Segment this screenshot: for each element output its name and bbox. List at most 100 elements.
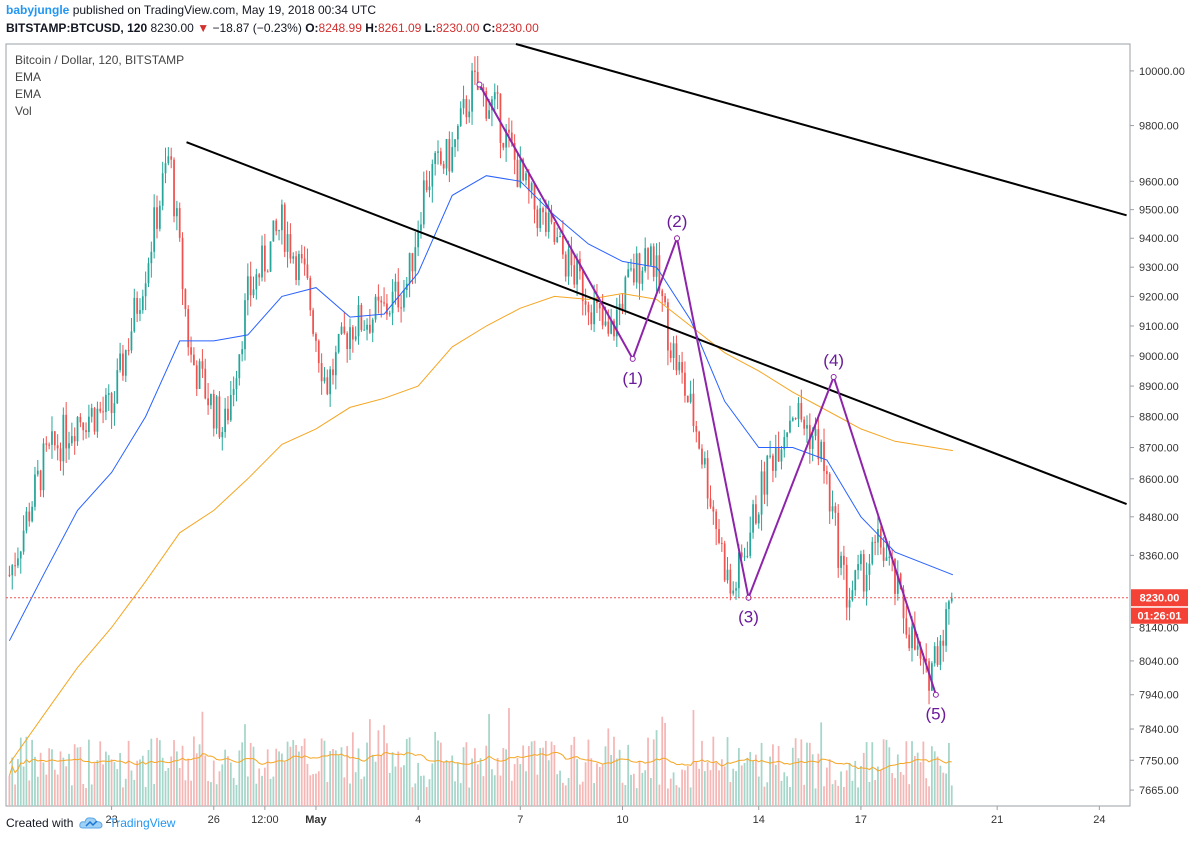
volume-bar (905, 741, 908, 806)
time-tick-label: 23 (105, 814, 117, 826)
volume-bar (178, 768, 181, 806)
candle (235, 370, 238, 402)
wave-point[interactable] (830, 373, 837, 380)
volume-bar (425, 787, 428, 806)
legend-ema-fast[interactable]: EMA (15, 70, 42, 84)
candle (692, 378, 695, 433)
volume-bar (110, 759, 113, 806)
candle (369, 309, 371, 335)
volume-bar (133, 779, 136, 806)
candle (45, 436, 48, 452)
volume-bar (769, 756, 771, 806)
candle (669, 342, 672, 363)
trendline[interactable] (515, 43, 1127, 217)
wave-point[interactable] (932, 691, 939, 698)
tradingview-link[interactable]: TradingView (109, 816, 176, 830)
volume-bar (482, 776, 485, 806)
volume-bar (780, 780, 783, 806)
volume-bar (462, 747, 465, 806)
candle (178, 202, 181, 242)
candle (28, 502, 31, 527)
volume-bar (777, 745, 780, 806)
volume-bar (90, 784, 93, 806)
volume-bar (25, 736, 28, 806)
price-tick-label: 8360.00 (1139, 550, 1179, 562)
candle (879, 526, 882, 555)
volume-bar (130, 770, 133, 806)
candle (102, 396, 104, 424)
volume-bar (215, 784, 218, 806)
volume-bar (647, 737, 649, 806)
volume-bar (752, 760, 754, 806)
candle (664, 293, 666, 306)
legend-volume[interactable]: Vol (15, 104, 32, 118)
candle (39, 469, 42, 497)
candle (896, 560, 899, 601)
volume-bar (496, 757, 499, 806)
price-tag: 8230.00 01:26:01 (1131, 589, 1188, 624)
price-axis[interactable]: 10000.00 9800.00 9600.00 9500.00 9400.00 9300… (1130, 66, 1185, 797)
volume-bar (774, 764, 777, 806)
candle (783, 429, 786, 458)
wave-point[interactable] (673, 235, 680, 242)
volume-bar (56, 774, 59, 806)
candle (343, 311, 346, 335)
trendlines[interactable] (186, 43, 1127, 506)
volume-bar (888, 747, 891, 806)
volume-bar (786, 776, 789, 806)
candle (780, 445, 783, 470)
candle (278, 229, 280, 241)
volume-bar (942, 772, 945, 806)
wave-point[interactable] (629, 355, 636, 362)
volume-bar (576, 759, 578, 806)
candle (283, 202, 286, 258)
volume-bar (403, 765, 405, 806)
candle (800, 389, 803, 423)
volume-bar (158, 740, 161, 806)
volume-bar (190, 780, 192, 806)
volume-bar (249, 742, 252, 806)
volume-bar (346, 746, 349, 806)
elliott-wave[interactable]: (1) (2) (3) (4) (5) (476, 81, 946, 724)
candle (403, 279, 405, 312)
price-tick-label: 9300.00 (1139, 262, 1179, 274)
change-down-icon: ▼ (197, 21, 210, 35)
candle (723, 540, 726, 583)
candle (65, 402, 68, 463)
candle (258, 272, 261, 286)
wave-path[interactable] (478, 84, 937, 696)
volume-bar (800, 739, 803, 806)
volume-bar (652, 739, 655, 806)
time-axis[interactable]: 23 26 12:00 May 4 7 10 14 17 21 24 (105, 806, 1105, 826)
candle (136, 291, 139, 323)
candle (295, 251, 297, 286)
volume-bar (227, 756, 229, 806)
candle (791, 416, 794, 422)
open-label: O: (305, 21, 319, 35)
volume-bar (51, 749, 53, 806)
candle (769, 440, 771, 459)
candle (627, 262, 630, 278)
price-tick-label: 7665.00 (1139, 785, 1179, 797)
wave-point[interactable] (476, 81, 483, 88)
candle (386, 294, 388, 320)
volume-bar (22, 766, 25, 806)
trendline[interactable] (186, 141, 1127, 506)
volume-bar (499, 775, 502, 806)
candle (411, 252, 414, 285)
author-link[interactable]: babyjungle (6, 3, 70, 17)
volume-bar (510, 780, 513, 806)
candle (615, 297, 618, 347)
volume-bar (442, 761, 445, 806)
time-tick-label: 10 (616, 814, 628, 826)
price-tick-label: 7840.00 (1139, 724, 1179, 736)
candle (14, 552, 16, 577)
volume-bar (658, 784, 661, 806)
footer: Created with TradingView (6, 816, 175, 830)
candle (672, 336, 675, 370)
volume-bar (729, 782, 732, 806)
legend-ema-slow[interactable]: EMA (15, 87, 42, 101)
volume-bars (8, 708, 953, 806)
volume-bar (417, 762, 420, 806)
